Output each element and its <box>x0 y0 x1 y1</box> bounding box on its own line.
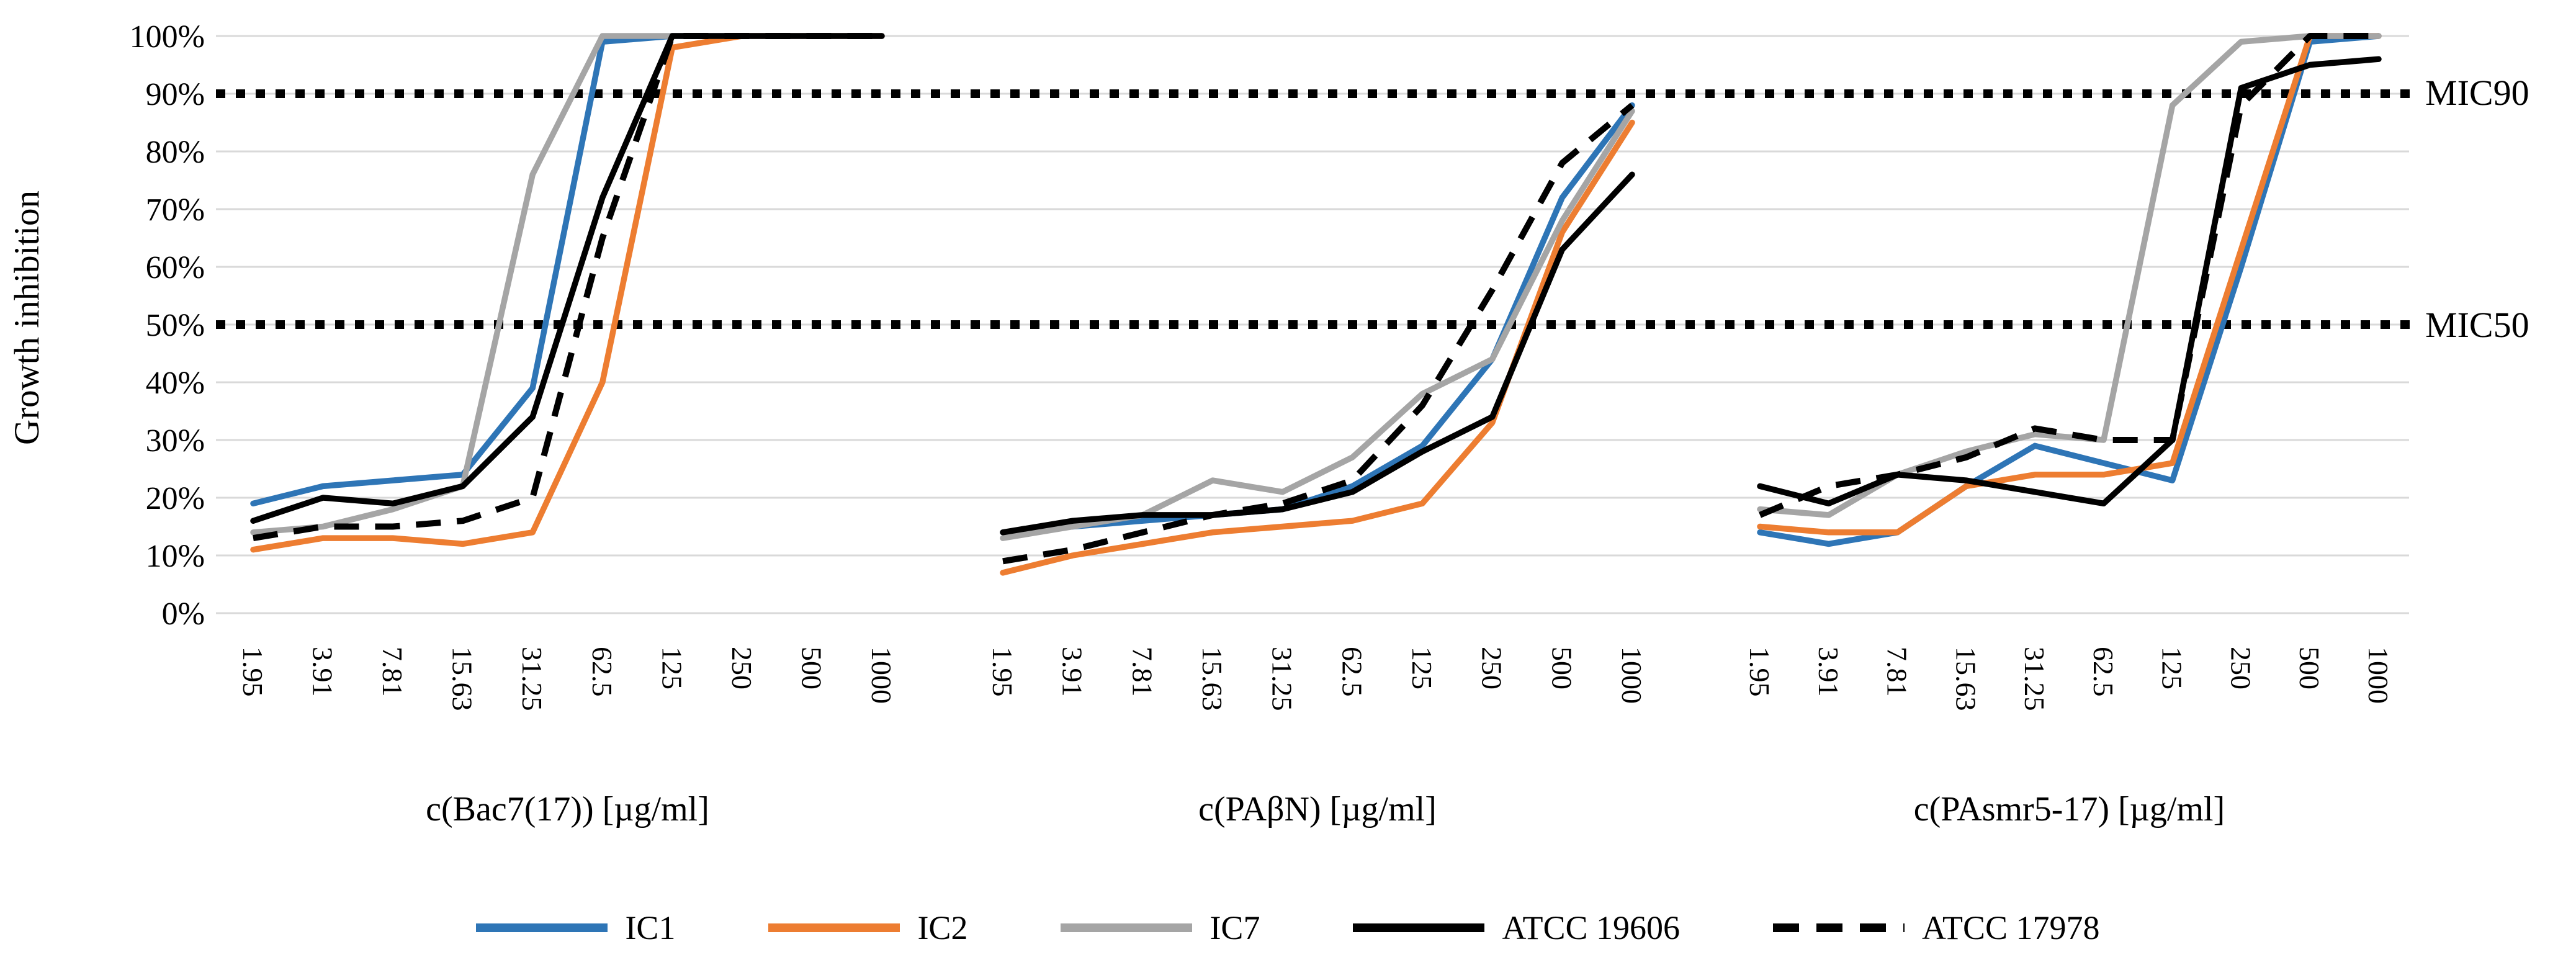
legend-swatch-line <box>768 923 900 932</box>
x-tick-label-panel1-7.81: 7.81 <box>1126 647 1158 697</box>
panel-title-0: c(Bac7(17)) [µg/ml] <box>426 790 709 829</box>
x-tick-label-panel1-250: 250 <box>1476 647 1508 689</box>
series-line-panel0-IC2 <box>250 33 885 553</box>
y-tick-label-100: 100% <box>130 19 205 55</box>
y-tick-label-40: 40% <box>146 366 205 401</box>
y-tick-label-10: 10% <box>146 539 205 574</box>
y-tick-label-70: 70% <box>146 192 205 228</box>
series-layer <box>250 33 2382 576</box>
x-tick-label-panel1-1.95: 1.95 <box>987 647 1018 697</box>
series-line-panel1-ATCC-17978 <box>1002 102 1635 565</box>
x-tick-label-panel0-15.63: 15.63 <box>447 647 478 711</box>
x-tick-label-panel0-7.81: 7.81 <box>377 647 408 697</box>
panel-title-2: c(PAsmr5-17) [µg/ml] <box>1914 790 2225 829</box>
x-tick-label-panel0-31.25: 31.25 <box>516 647 548 711</box>
x-tick-label-panel1-3.91: 3.91 <box>1057 647 1088 697</box>
legend-item-ATCC-17978: ATCC 17978 <box>1773 911 2100 945</box>
legend-label: ATCC 19606 <box>1502 909 1680 946</box>
legend-label: IC1 <box>625 909 676 946</box>
x-tick-label-panel2-31.25: 31.25 <box>2019 647 2050 711</box>
mic90-label: MIC90 <box>2425 73 2529 113</box>
series-line-panel2-ATCC-19606 <box>1757 56 2382 507</box>
x-tick-label-panel0-3.91: 3.91 <box>307 647 339 697</box>
x-tick-label-panel2-125: 125 <box>2156 647 2188 689</box>
legend-item-IC7: IC7 <box>1061 911 1260 945</box>
legend-item-ATCC-19606: ATCC 19606 <box>1353 911 1680 945</box>
x-tick-label-panel1-125: 125 <box>1406 647 1438 689</box>
x-tick-label-panel2-1000: 1000 <box>2363 647 2394 704</box>
x-tick-label-panel2-7.81: 7.81 <box>1882 647 1913 697</box>
x-tick-label-panel2-1.95: 1.95 <box>1744 647 1775 697</box>
y-tick-label-80: 80% <box>146 135 205 170</box>
series-line-panel1-IC1 <box>1000 102 1635 536</box>
y-axis-title: Growth inhibition <box>7 191 47 445</box>
x-tick-label-panel0-500: 500 <box>796 647 827 689</box>
series-line-panel0-ATCC-17978 <box>253 33 882 542</box>
x-tick-label-panel1-500: 500 <box>1546 647 1577 689</box>
x-tick-label-panel2-250: 250 <box>2225 647 2256 689</box>
panel-title-1: c(PAβN) [µg/ml] <box>1198 790 1437 829</box>
legend-label: IC2 <box>917 909 968 946</box>
series-line-panel1-ATCC-19606 <box>1000 171 1635 536</box>
mic50-label: MIC50 <box>2425 305 2529 345</box>
legend-label: IC7 <box>1209 909 1260 946</box>
legend-item-IC2: IC2 <box>768 911 967 945</box>
x-tick-label-panel0-1.95: 1.95 <box>237 647 269 697</box>
x-tick-label-panel2-15.63: 15.63 <box>1950 647 1981 711</box>
series-line-panel2-IC2 <box>1757 33 2382 536</box>
legend-label: ATCC 17978 <box>1922 909 2100 946</box>
chart-legend: IC1 IC2 IC7 ATCC 19606 ATCC 17978 <box>0 911 2576 945</box>
x-tick-label-panel1-15.63: 15.63 <box>1196 647 1228 711</box>
series-line-panel1-IC2 <box>1000 119 1635 576</box>
x-tick-label-panel0-62.5: 62.5 <box>586 647 618 697</box>
y-tick-label-60: 60% <box>146 250 205 285</box>
y-tick-label-90: 90% <box>146 77 205 112</box>
axis-layer: 100% 90% 80% 70% 60% 50% 40% 30% 20% 10% 0% 1.95 3.9… <box>130 19 2394 829</box>
x-tick-label-panel2-62.5: 62.5 <box>2088 647 2119 697</box>
legend-swatch-dashed-line <box>1773 923 1905 932</box>
legend-swatch-line <box>1353 923 1485 932</box>
legend-item-IC1: IC1 <box>476 911 675 945</box>
y-tick-label-0: 0% <box>162 596 205 632</box>
y-tick-label-20: 20% <box>146 481 205 516</box>
x-tick-label-panel0-1000: 1000 <box>866 647 897 704</box>
legend-swatch-line <box>476 923 608 932</box>
legend-swatch-line <box>1061 923 1193 932</box>
series-line-panel2-IC7 <box>1757 33 2382 518</box>
x-tick-label-panel1-1000: 1000 <box>1616 647 1648 704</box>
x-tick-label-panel0-250: 250 <box>726 647 758 689</box>
series-line-panel2-IC1 <box>1757 33 2382 547</box>
y-tick-label-30: 30% <box>146 423 205 459</box>
y-tick-label-50: 50% <box>146 308 205 343</box>
x-tick-label-panel1-31.25: 31.25 <box>1267 647 1298 711</box>
x-tick-label-panel2-500: 500 <box>2294 647 2325 689</box>
x-tick-label-panel1-62.5: 62.5 <box>1336 647 1368 697</box>
x-tick-label-panel0-125: 125 <box>656 647 688 689</box>
x-tick-label-panel2-3.91: 3.91 <box>1813 647 1844 697</box>
